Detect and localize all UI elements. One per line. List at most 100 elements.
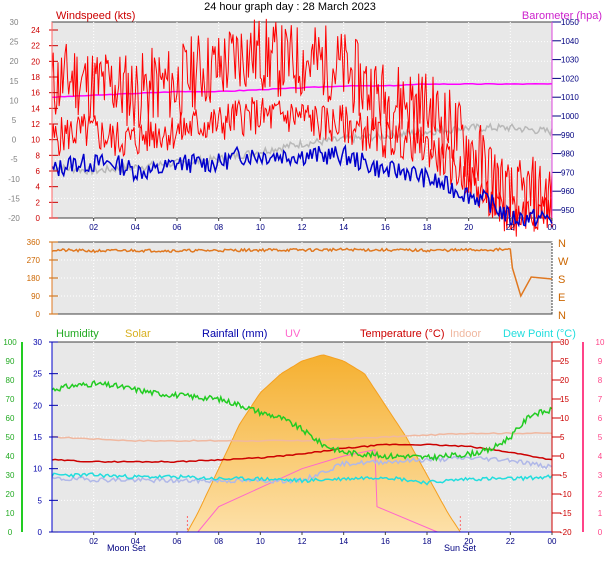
y-tick-label: 990 — [561, 131, 575, 140]
x-tick-label: 06 — [173, 537, 182, 546]
x-tick-label: 02 — [89, 223, 98, 232]
y-tick-label: 5 — [38, 496, 43, 505]
climate-chart: 02 04 06 08 10 12 14 16 18 20 22 001009080706050403… — [3, 328, 605, 553]
legend-uv: UV — [285, 328, 301, 340]
y-tick-label: 15 — [10, 77, 19, 86]
legend-humidity: Humidity — [56, 328, 99, 340]
y-tick-label: -10 — [560, 490, 572, 499]
y-tick-label: 10 — [596, 338, 605, 347]
y-tick-label: 12 — [31, 120, 40, 129]
y-tick-label: 270 — [27, 256, 41, 265]
y-tick-label: -5 — [10, 155, 18, 164]
legend-dew-point: Dew Point (°C) — [503, 328, 576, 340]
y-tick-label: 0 — [8, 528, 13, 537]
y-tick-label: 10 — [33, 465, 42, 474]
humidity-line — [51, 379, 553, 462]
uv-line — [197, 449, 438, 533]
y-tick-label: -20 — [8, 214, 20, 223]
climate-chart-ticks: 02 04 06 08 10 12 14 16 18 20 22 001009080706050403… — [3, 338, 605, 546]
y-tick-label: 1050 — [561, 18, 579, 27]
y-tick-label: -5 — [560, 471, 568, 480]
y-tick-label: 5 — [560, 433, 565, 442]
y-tick-label: 20 — [560, 376, 569, 385]
legend-barometer: Barometer (hpa) — [522, 10, 602, 22]
y-tick-label: 3 — [598, 471, 603, 480]
x-tick-label: 10 — [256, 223, 265, 232]
x-tick-label: 16 — [381, 537, 390, 546]
x-tick-label: 00 — [548, 223, 557, 232]
y-tick-label: 70 — [6, 395, 15, 404]
x-tick-label: 22 — [506, 537, 515, 546]
y-tick-label: 1 — [598, 509, 603, 518]
y-tick-label: 30 — [33, 338, 42, 347]
direction-chart-grid — [52, 242, 553, 314]
y-tick-label: 4 — [36, 183, 41, 192]
y-tick-label: W — [558, 256, 569, 268]
y-tick-label: 20 — [6, 490, 15, 499]
y-tick-label: 1030 — [561, 56, 579, 65]
x-tick-label: 20 — [464, 537, 473, 546]
y-tick-label: -20 — [560, 528, 572, 537]
y-tick-label: 4 — [598, 452, 603, 461]
y-tick-label: 1010 — [561, 93, 579, 102]
x-tick-label: 10 — [256, 537, 265, 546]
x-tick-label: 02 — [89, 537, 98, 546]
x-tick-label: 06 — [173, 223, 182, 232]
y-tick-label: 20 — [33, 401, 42, 410]
y-tick-label: 90 — [6, 357, 15, 366]
wind-chart: 02 04 06 08 10 12 14 16 18 20 22 00302520151050-5-1… — [8, 10, 602, 237]
y-tick-label: 25 — [10, 38, 19, 47]
y-tick-label: 0 — [36, 214, 41, 223]
y-tick-label: 80 — [6, 376, 15, 385]
dew-point-line — [51, 472, 553, 486]
x-tick-label: 16 — [381, 223, 390, 232]
y-tick-label: 8 — [36, 151, 41, 160]
y-tick-label: 980 — [561, 150, 575, 159]
y-tick-label: 6 — [598, 414, 603, 423]
gust-line — [51, 18, 553, 237]
y-tick-label: 90 — [31, 292, 40, 301]
y-tick-label: 30 — [560, 338, 569, 347]
y-tick-label: 18 — [31, 73, 40, 82]
y-tick-label: 5 — [598, 433, 603, 442]
y-tick-label: 1040 — [561, 37, 579, 46]
y-tick-label: 0 — [560, 452, 565, 461]
x-tick-label: 14 — [339, 537, 348, 546]
y-tick-label: 8 — [598, 376, 603, 385]
y-tick-label: 0 — [38, 528, 43, 537]
x-tick-label: 14 — [339, 223, 348, 232]
y-tick-label: 100 — [3, 338, 17, 347]
x-tick-label: 20 — [464, 223, 473, 232]
y-tick-label: 1020 — [561, 74, 579, 83]
y-tick-label: 20 — [31, 57, 40, 66]
x-tick-label: 18 — [423, 223, 432, 232]
y-tick-label: -15 — [8, 194, 20, 203]
y-tick-label: 25 — [33, 370, 42, 379]
y-tick-label: 950 — [561, 206, 575, 215]
legend-rainfall: Rainfall (mm) — [202, 328, 267, 340]
wind-direction-line — [51, 247, 553, 298]
y-tick-label: 40 — [6, 452, 15, 461]
y-tick-label: 60 — [6, 414, 15, 423]
x-tick-label: 08 — [214, 537, 223, 546]
y-tick-label: 25 — [560, 357, 569, 366]
y-tick-label: -15 — [560, 509, 572, 518]
legend-windspeed: Windspeed (kts) — [56, 10, 135, 22]
y-tick-label: 0 — [12, 136, 17, 145]
legend-indoor: Indoor — [450, 328, 482, 340]
indoor-line — [51, 431, 553, 443]
x-tick-label: 22 — [506, 223, 515, 232]
y-tick-label: 970 — [561, 168, 575, 177]
y-tick-label: 50 — [6, 433, 15, 442]
x-tick-label: 12 — [298, 537, 307, 546]
y-tick-label: 10 — [31, 136, 40, 145]
y-tick-label: 30 — [6, 471, 15, 480]
y-tick-label: 1000 — [561, 112, 579, 121]
y-tick-label: 22 — [31, 42, 40, 51]
y-tick-label: 6 — [36, 167, 41, 176]
y-tick-label: 24 — [31, 26, 40, 35]
sun-set-label: Sun Set — [444, 543, 477, 553]
y-tick-label: N — [558, 310, 566, 322]
